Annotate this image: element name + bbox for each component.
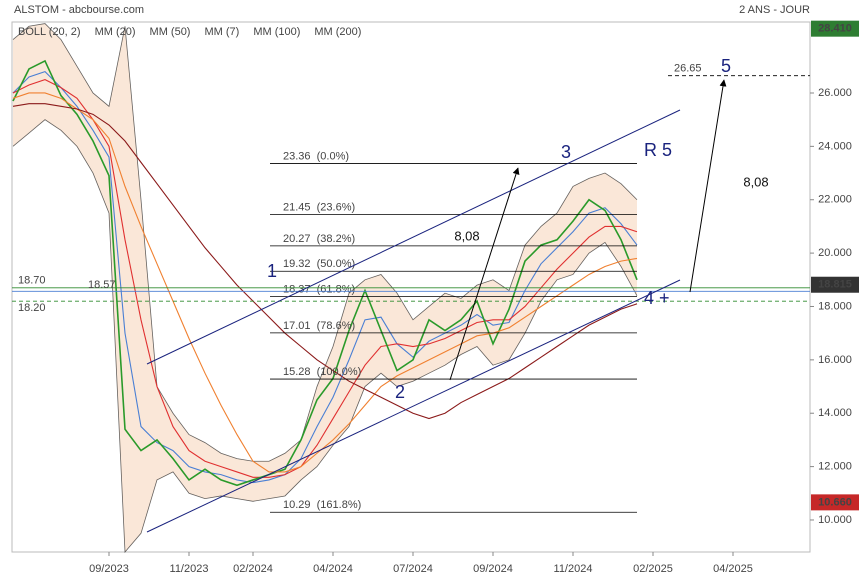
y-tick-label: 22.000 xyxy=(818,194,852,206)
legend-entry: MM (7) xyxy=(204,26,239,38)
ma-line xyxy=(12,79,638,478)
x-tick-label: 04/2025 xyxy=(713,563,753,575)
x-tick-label: 07/2024 xyxy=(393,563,433,575)
price-box xyxy=(811,276,859,293)
fib-label: 19.32 (50.0%) xyxy=(283,258,355,270)
legend-entry: MM (50) xyxy=(150,26,191,38)
h-line-label: 26.65 xyxy=(674,63,702,75)
fib-label: 23.36 (0.0%) xyxy=(283,150,349,162)
band-upper xyxy=(12,23,638,462)
price-box xyxy=(811,494,859,511)
legend-entry: MM (100) xyxy=(253,26,300,38)
wave-label: 5 xyxy=(721,56,731,76)
annotation: 8,08 xyxy=(454,228,479,243)
arrow xyxy=(689,79,727,293)
arrow xyxy=(449,167,520,381)
channel-lower xyxy=(146,279,681,533)
y-tick-label: 20.000 xyxy=(818,247,852,259)
fib-label: 15.28 (100.0%) xyxy=(283,366,361,378)
fib-label: 20.27 (38.2%) xyxy=(283,233,355,245)
legend-entry: BOLL (20, 2) xyxy=(18,26,81,38)
x-tick-label: 04/2024 xyxy=(313,563,353,575)
annotation: 8,08 xyxy=(743,174,768,189)
y-tick-label: 10.000 xyxy=(818,514,852,526)
plot-area: 10.000 12.000 14.000 16.000 18.000 20.000 22.0… xyxy=(12,20,859,575)
wave-label: 1 xyxy=(267,261,277,281)
x-tick-label: 02/2024 xyxy=(233,563,273,575)
h-line-label: 18.20 xyxy=(18,302,46,314)
wave-label: R 5 xyxy=(644,140,672,160)
band-fill xyxy=(13,23,637,553)
fib-label: 17.01 (78.6%) xyxy=(283,320,355,332)
chart-subtitle: 2 ANS - JOUR xyxy=(739,4,810,16)
x-tick-label: 11/2024 xyxy=(554,563,593,575)
x-tick-label: 11/2023 xyxy=(170,563,209,575)
y-tick-label: 24.000 xyxy=(818,140,852,152)
x-tick-label: 09/2023 xyxy=(89,563,129,575)
h-line-label: 18.57 xyxy=(88,279,116,291)
y-tick-label: 14.000 xyxy=(818,407,852,419)
y-tick-label: 26.000 xyxy=(818,87,852,99)
y-tick-label: 18.000 xyxy=(818,300,852,312)
h-line-label: 18.70 xyxy=(18,275,46,287)
wave-label: 4 + xyxy=(644,288,670,308)
band-lower xyxy=(12,119,638,554)
fib-label: 10.29 (161.8%) xyxy=(283,499,361,511)
y-tick-label: 12.000 xyxy=(818,461,852,473)
ma-line xyxy=(12,92,638,473)
x-tick-label: 09/2024 xyxy=(473,563,513,575)
plot-frame xyxy=(11,21,811,553)
price-box-label: 18.815 xyxy=(818,279,852,291)
price-box-label: 28.410 xyxy=(818,23,852,35)
chart-title: ALSTOM - abcbourse.com xyxy=(14,4,144,16)
channel-upper xyxy=(146,109,681,365)
wave-label: 3 xyxy=(561,142,571,162)
legend-entry: MM (20) xyxy=(95,26,136,38)
y-tick-label: 16.000 xyxy=(818,354,852,366)
ma-line xyxy=(12,59,638,487)
fib-label: 18.37 (61.8%) xyxy=(283,284,355,296)
wave-label: 2 xyxy=(395,382,405,402)
legend-entry: MM (200) xyxy=(314,26,361,38)
fib-label: 21.45 (23.6%) xyxy=(283,201,355,213)
ma-line xyxy=(12,103,638,420)
ma-line xyxy=(12,71,638,484)
x-tick-label: 02/2025 xyxy=(633,563,673,575)
price-box xyxy=(811,20,859,37)
price-box-label: 10.660 xyxy=(818,496,852,508)
